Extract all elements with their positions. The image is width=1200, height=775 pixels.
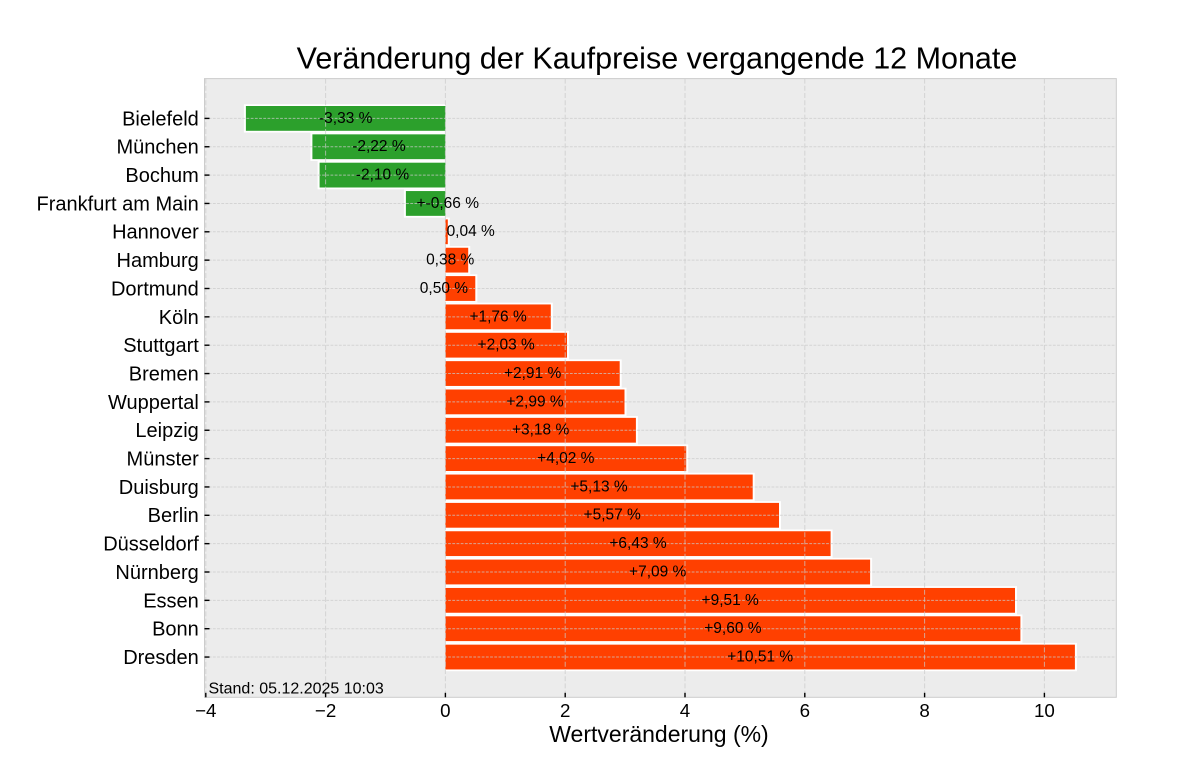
svg-text:−2: −2	[315, 700, 336, 721]
svg-text:+1,76 %: +1,76 %	[469, 308, 527, 325]
svg-text:+2,99 %: +2,99 %	[506, 393, 564, 410]
svg-text:Wuppertal: Wuppertal	[108, 392, 199, 414]
svg-text:Berlin: Berlin	[148, 505, 199, 527]
svg-text:+5,57 %: +5,57 %	[584, 507, 642, 524]
svg-text:Leipzig: Leipzig	[135, 420, 198, 442]
svg-text:0,38 %: 0,38 %	[426, 252, 474, 269]
svg-text:Köln: Köln	[159, 307, 199, 329]
svg-text:Stuttgart: Stuttgart	[123, 335, 199, 357]
svg-text:Münster: Münster	[127, 449, 200, 471]
svg-text:Duisburg: Duisburg	[119, 477, 199, 499]
svg-text:2: 2	[560, 700, 570, 721]
svg-text:-2,10 %: -2,10 %	[356, 167, 410, 184]
svg-text:+4,02 %: +4,02 %	[537, 450, 595, 467]
svg-text:Frankfurt am Main: Frankfurt am Main	[37, 193, 199, 215]
svg-text:Nürnberg: Nürnberg	[115, 562, 198, 584]
svg-text:Dresden: Dresden	[123, 647, 199, 669]
svg-text:+2,03 %: +2,03 %	[478, 337, 536, 354]
svg-text:Hamburg: Hamburg	[117, 250, 199, 272]
svg-text:0,50 %: 0,50 %	[420, 280, 468, 297]
svg-text:+9,60 %: +9,60 %	[704, 620, 762, 637]
svg-text:4: 4	[680, 700, 690, 721]
svg-text:+6,43 %: +6,43 %	[609, 535, 667, 552]
svg-text:−4: −4	[195, 700, 216, 721]
svg-text:+5,13 %: +5,13 %	[570, 478, 628, 495]
svg-text:10: 10	[1034, 700, 1055, 721]
svg-text:-3,33 %: -3,33 %	[319, 110, 373, 127]
svg-text:+7,09 %: +7,09 %	[629, 563, 687, 580]
svg-text:Bielefeld: Bielefeld	[122, 108, 199, 130]
svg-text:Bremen: Bremen	[129, 363, 199, 385]
svg-text:Dortmund: Dortmund	[111, 278, 199, 300]
svg-text:+9,51 %: +9,51 %	[702, 592, 760, 609]
svg-text:8: 8	[919, 700, 929, 721]
svg-text:+3,18 %: +3,18 %	[512, 422, 570, 439]
svg-text:0: 0	[440, 700, 450, 721]
svg-text:Düsseldorf: Düsseldorf	[103, 534, 199, 556]
svg-text:6: 6	[800, 700, 810, 721]
svg-text:Hannover: Hannover	[112, 222, 199, 244]
svg-text:Wertveränderung (%): Wertveränderung (%)	[549, 721, 768, 747]
svg-text:Essen: Essen	[143, 590, 199, 612]
svg-text:Veränderung der Kaufpreise ver: Veränderung der Kaufpreise vergangende 1…	[297, 41, 1018, 75]
svg-text:+2,91 %: +2,91 %	[504, 365, 562, 382]
svg-text:+-0,66 %: +-0,66 %	[417, 195, 480, 212]
svg-text:Stand: 05.12.2025 10:03: Stand: 05.12.2025 10:03	[209, 681, 384, 698]
svg-text:München: München	[117, 137, 199, 159]
svg-text:+10,51 %: +10,51 %	[727, 648, 793, 665]
svg-text:Bonn: Bonn	[152, 619, 199, 641]
svg-text:Bochum: Bochum	[125, 165, 198, 187]
svg-text:-2,22 %: -2,22 %	[352, 138, 406, 155]
svg-text:0,04 %: 0,04 %	[447, 223, 495, 240]
